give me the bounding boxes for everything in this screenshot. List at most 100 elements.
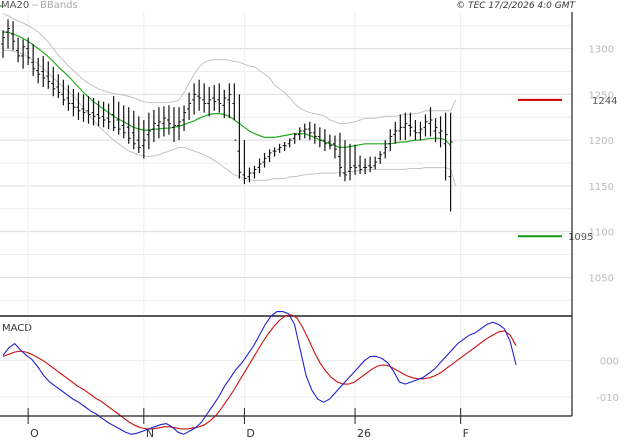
ohlc-bar <box>262 152 267 168</box>
ohlc-bar <box>302 123 307 139</box>
bbands-legend-label: BBands <box>40 0 78 11</box>
x-tick-label: N <box>146 427 154 440</box>
ohlc-bar <box>121 105 126 139</box>
ohlc-bar <box>111 96 116 131</box>
ohlc-bar <box>36 57 41 84</box>
ma20-legend-label: MA20 <box>1 0 29 11</box>
ohlc-bar <box>172 107 176 142</box>
price-y-tick-label: 1200 <box>589 136 614 147</box>
ohlc-bar <box>106 103 111 130</box>
ohlc-bar <box>116 101 121 135</box>
ohlc-bar <box>51 66 56 97</box>
ohlc-bar <box>337 132 342 177</box>
ohlc-bar <box>363 158 368 174</box>
ohlc-bar <box>292 132 297 144</box>
ohlc-bar <box>21 39 26 69</box>
ohlc-bar <box>81 94 86 122</box>
ohlc-bar <box>61 79 66 106</box>
ohlc-bar <box>247 167 252 183</box>
ohlc-bar <box>192 83 197 115</box>
price-y-tick-label: 1300 <box>589 45 614 56</box>
ohlc-bar <box>307 121 312 141</box>
macd-y-ticks: 000 -010 <box>596 357 619 404</box>
ohlc-bar <box>101 101 106 128</box>
ohlc-bar <box>207 87 212 117</box>
ohlc-bar <box>56 74 61 99</box>
ohlc-bar <box>383 140 388 159</box>
ohlc-bar <box>166 105 171 135</box>
ohlc-bar <box>443 112 448 181</box>
ohlc-bar <box>317 127 322 148</box>
copyright-text: © TEC 17/2/2026 4:0 GMT <box>456 1 576 11</box>
ohlc-bar <box>16 37 21 63</box>
ohlc-bar <box>146 112 151 150</box>
ohlc-bar <box>227 83 232 119</box>
ohlc-bar <box>282 141 287 152</box>
x-tick-label: 26 <box>357 427 371 440</box>
x-axis-ticks: O N D 26 F <box>27 408 469 440</box>
ohlc-bar <box>161 106 166 137</box>
ohlc-bar <box>322 129 327 152</box>
ohlc-bar <box>151 109 156 142</box>
ohlc-bar <box>217 83 222 113</box>
ohlc-bar <box>182 105 187 131</box>
ohlc-bar <box>41 55 46 88</box>
ohlc-bar <box>353 144 358 175</box>
macd-y-tick-label: -010 <box>596 393 619 404</box>
macd-grid <box>0 318 572 414</box>
ohlc-bar <box>428 107 433 137</box>
price-y-tick-label: 1100 <box>589 228 614 239</box>
ohlc-bar <box>438 116 443 148</box>
ohlc-bar <box>312 123 317 144</box>
macd-panel-title: MACD <box>2 323 32 334</box>
ohlc-bar <box>131 110 136 150</box>
ohlc-bar <box>197 79 202 111</box>
macd-panel: MACD 000 -010 <box>0 311 619 435</box>
support-label: 1095 <box>568 232 593 243</box>
price-y-tick-label: 1250 <box>589 90 614 101</box>
x-tick-label: O <box>30 427 39 440</box>
x-tick-label: D <box>246 427 254 440</box>
ohlc-bar <box>408 112 413 137</box>
ohlc-bar <box>388 129 393 152</box>
ohlc-bar <box>237 94 242 179</box>
ohlc-bar <box>76 92 81 120</box>
ohlc-bar <box>368 156 373 173</box>
ohlc-bar <box>433 118 438 142</box>
resistance-label: 1244 <box>592 96 617 107</box>
ohlc-bar <box>232 83 237 141</box>
ohlc-bar <box>46 61 51 89</box>
macd-line <box>2 311 517 435</box>
price-panel: 1050 1100 1150 1200 1250 1300 1244 1095 <box>0 12 617 314</box>
ohlc-bar <box>277 143 282 153</box>
ohlc-bar <box>96 100 101 127</box>
ohlc-bar <box>252 165 257 179</box>
ohlc-bar <box>66 85 71 111</box>
ohlc-bar <box>257 158 262 174</box>
bollinger-upper-band <box>2 13 457 125</box>
macd-y-tick-label: 000 <box>600 357 619 368</box>
ohlc-bar <box>202 83 207 113</box>
ohlc-bar <box>378 151 383 164</box>
ohlc-bar <box>287 138 292 148</box>
ohlc-bar <box>348 143 353 181</box>
ohlc-bar <box>418 121 423 141</box>
ohlc-bar <box>1 30 5 58</box>
ohlc-bar <box>403 112 408 141</box>
ohlc-bar <box>373 156 378 170</box>
ohlc-bars <box>1 19 453 212</box>
price-y-ticks: 1050 1100 1150 1200 1250 1300 <box>589 45 614 285</box>
ohlc-bar <box>393 121 398 144</box>
x-tick-label: F <box>463 427 469 440</box>
price-grid <box>0 12 572 314</box>
ohlc-bar <box>11 21 16 51</box>
ohlc-bar <box>297 127 302 141</box>
ohlc-bar <box>136 116 141 153</box>
ohlc-bar <box>272 147 277 157</box>
ohlc-bar <box>31 44 36 77</box>
ohlc-bar <box>26 37 31 66</box>
ohlc-bar <box>71 88 76 117</box>
ohlc-bar <box>187 92 192 120</box>
